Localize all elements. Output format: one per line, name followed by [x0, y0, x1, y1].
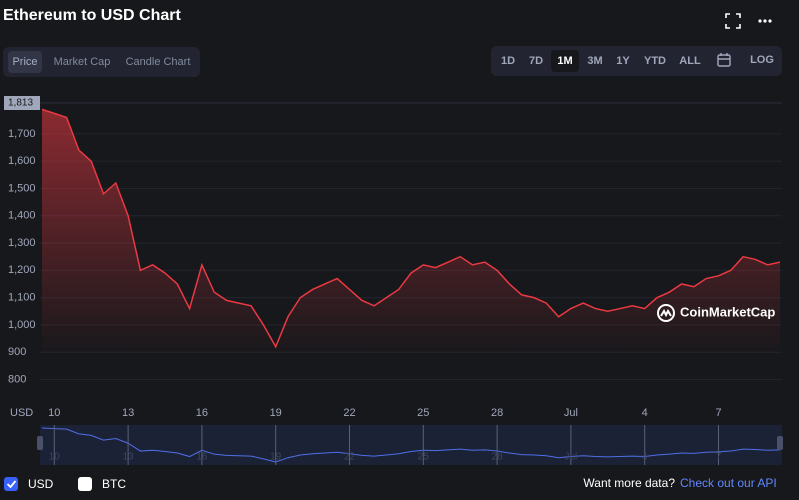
- tab-selected: [8, 51, 42, 73]
- x-tick-label: 16: [196, 407, 208, 419]
- navigator-tick-label: 16: [196, 452, 208, 463]
- navigator-handle[interactable]: [777, 436, 783, 450]
- x-tick-label: 13: [122, 407, 134, 419]
- usd-checkbox[interactable]: [4, 477, 18, 491]
- check-mark: [6, 480, 17, 489]
- legend-usd: USD: [28, 477, 54, 491]
- x-tick-label: 7: [715, 407, 721, 419]
- more-icon[interactable]: [758, 19, 772, 23]
- tab[interactable]: Candle Chart: [126, 56, 191, 68]
- y-tick-label: 800: [8, 373, 26, 385]
- footer-link[interactable]: Check out our API: [680, 476, 777, 490]
- range-selected: [551, 50, 579, 72]
- x-tick-label: 19: [270, 407, 282, 419]
- navigator-tick-label: 10: [49, 452, 61, 463]
- footer-prompt: Want more data?: [583, 476, 675, 490]
- y-tick-label: 1,200: [8, 264, 36, 276]
- y-tick-label: 900: [8, 346, 26, 358]
- navigator-tick-label: 13: [123, 452, 135, 463]
- title: Ethereum to USD Chart: [3, 7, 181, 24]
- plot: 800 900 1,000 1,100 1,200 1,300 1,400 1,500 1,60…: [4, 96, 783, 465]
- y-tick-label: 1,600: [8, 155, 36, 167]
- fullscreen-icon[interactable]: [725, 13, 741, 29]
- y-tick-label: 1,500: [8, 182, 36, 194]
- high-tag: [4, 96, 40, 110]
- tab-bar: [3, 47, 200, 77]
- range-button[interactable]: 7D: [529, 55, 543, 67]
- navigator-tick-label: Jul: [565, 452, 578, 463]
- calendar-icon[interactable]: [717, 53, 731, 67]
- navigator-tick-label: 19: [270, 452, 282, 463]
- x-tick-label: 28: [491, 407, 503, 419]
- navigator-handle[interactable]: [37, 436, 43, 450]
- btc-checkbox[interactable]: [78, 477, 92, 491]
- high-label: 1,813: [8, 98, 33, 109]
- x-tick-label: Jul: [564, 407, 578, 419]
- navigator-tick-label: 7: [716, 452, 722, 463]
- y-tick-label: 1,000: [8, 319, 36, 331]
- range-button[interactable]: ALL: [679, 55, 701, 67]
- y-tick-label: 1,700: [8, 128, 36, 140]
- y-tick-label: 1,100: [8, 292, 36, 304]
- y-tick-label: 1,400: [8, 210, 36, 222]
- x-tick-label: 22: [343, 407, 355, 419]
- navigator-tick-label: 28: [492, 452, 504, 463]
- x-tick-label: 10: [48, 407, 60, 419]
- range-button[interactable]: 3M: [587, 55, 602, 67]
- legend-btc: BTC: [102, 477, 126, 491]
- navigator-tick-label: 4: [642, 452, 648, 463]
- range-button[interactable]: 1M: [557, 55, 572, 67]
- watermark-logo: [657, 304, 675, 322]
- tab[interactable]: Market Cap: [54, 56, 111, 68]
- x-tick-label: 4: [642, 407, 648, 419]
- range-button[interactable]: 1Y: [616, 55, 630, 67]
- area: [42, 109, 780, 400]
- range-button[interactable]: YTD: [644, 55, 666, 67]
- navigator: [40, 425, 782, 465]
- y-tick-label: 1,300: [8, 237, 36, 249]
- log-button[interactable]: LOG: [750, 54, 774, 66]
- watermark: CoinMarketCap: [680, 304, 775, 319]
- tab[interactable]: Price: [12, 56, 37, 68]
- y-axis-label: USD: [10, 407, 33, 419]
- price-line: [41, 108, 781, 349]
- x-tick-label: 25: [417, 407, 429, 419]
- navigator-line: [41, 427, 781, 463]
- navigator-tick-label: 22: [344, 452, 356, 463]
- range-button[interactable]: 1D: [501, 55, 515, 67]
- navigator-tick-label: 25: [418, 452, 430, 463]
